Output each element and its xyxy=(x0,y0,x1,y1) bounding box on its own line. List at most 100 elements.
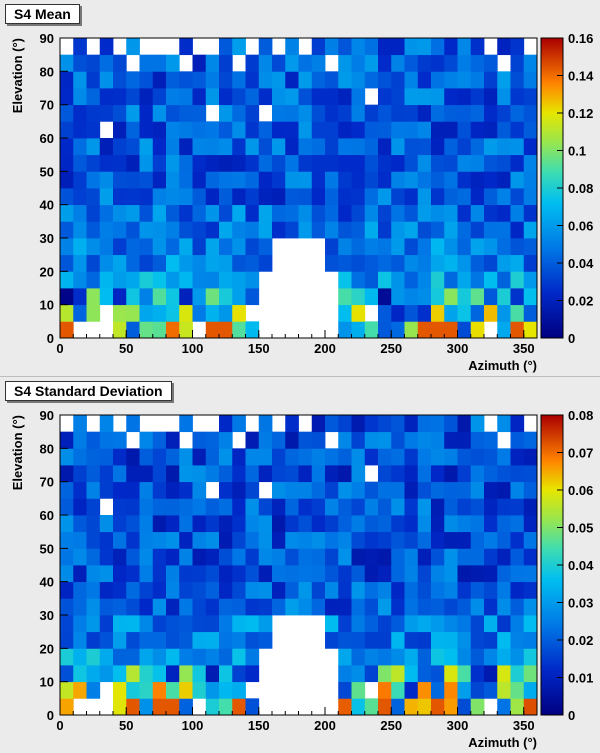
heatmap-cell xyxy=(497,515,511,533)
heatmap-cell xyxy=(510,498,525,516)
heatmap-cell xyxy=(126,631,140,649)
heatmap-cell xyxy=(457,71,472,89)
heatmap-cell xyxy=(378,515,392,533)
heatmap-cell xyxy=(139,448,154,466)
heatmap-cell xyxy=(219,38,233,56)
y-tick-label: 80 xyxy=(40,441,54,456)
heatmap-cell xyxy=(470,615,485,633)
heatmap-cell xyxy=(311,548,326,566)
heatmap-cell xyxy=(179,515,193,533)
heatmap-cell xyxy=(285,415,299,433)
heatmap-cell xyxy=(166,465,180,483)
heatmap-cell xyxy=(404,238,419,256)
heatmap-cell xyxy=(60,548,74,566)
y-tick-label: 60 xyxy=(40,131,54,146)
heatmap-cell xyxy=(113,71,127,89)
heatmap-cell xyxy=(205,121,220,139)
heatmap-cell xyxy=(152,254,167,272)
heatmap-cell xyxy=(152,465,167,483)
heatmap-cell xyxy=(497,581,511,599)
heatmap-cell xyxy=(351,515,366,533)
heatmap-cell xyxy=(484,104,498,122)
heatmap-cell xyxy=(179,631,193,649)
heatmap-cell xyxy=(285,38,299,56)
heatmap-cell xyxy=(245,321,260,339)
heatmap-cell xyxy=(364,665,379,683)
heatmap-cell xyxy=(179,498,193,516)
heatmap-cell xyxy=(139,204,154,222)
heatmap-cell xyxy=(258,204,273,222)
heatmap-cell xyxy=(192,188,207,206)
heatmap-cell xyxy=(404,631,419,649)
heatmap-cell xyxy=(338,288,352,306)
heatmap-cell xyxy=(378,648,392,666)
heatmap-cell xyxy=(404,498,419,516)
heatmap-cell xyxy=(457,415,472,433)
heatmap-cell xyxy=(192,238,207,256)
heatmap-cell xyxy=(404,515,419,533)
heatmap-cell xyxy=(351,221,366,239)
heatmap-cell xyxy=(219,321,233,339)
heatmap-cell xyxy=(179,288,193,306)
heatmap-cell xyxy=(166,304,180,322)
heatmap-cell xyxy=(73,288,87,306)
heatmap-cell xyxy=(325,531,339,549)
heatmap-cell xyxy=(245,154,260,172)
heatmap-cell xyxy=(510,665,525,683)
heatmap-cell xyxy=(510,681,525,699)
heatmap-cell xyxy=(351,465,366,483)
heatmap-cell xyxy=(470,221,485,239)
heatmap-cell xyxy=(510,204,525,222)
heatmap-cell xyxy=(73,71,87,89)
heatmap-cell xyxy=(60,681,74,699)
heatmap-cell xyxy=(139,665,154,683)
x-tick-label: 350 xyxy=(513,341,535,356)
heatmap-cell xyxy=(245,204,260,222)
heatmap-cell xyxy=(510,154,525,172)
heatmap-cell xyxy=(470,254,485,272)
heatmap-cell xyxy=(497,71,511,89)
heatmap-cell xyxy=(325,154,339,172)
heatmap-cell xyxy=(86,204,101,222)
heatmap-cell xyxy=(60,138,74,156)
heatmap-cell xyxy=(391,431,405,449)
heatmap-cell xyxy=(205,498,220,516)
heatmap-cell xyxy=(404,88,419,106)
heatmap-cell xyxy=(60,431,74,449)
y-tick-label: 70 xyxy=(40,98,54,113)
heatmap-cell xyxy=(152,121,167,139)
heatmap-cell xyxy=(417,631,432,649)
heatmap-cell xyxy=(113,631,127,649)
heatmap-cell xyxy=(232,481,246,499)
heatmap-cell xyxy=(60,204,74,222)
heatmap-cell xyxy=(205,631,220,649)
heatmap-cell xyxy=(311,431,326,449)
heatmap-cell xyxy=(484,154,498,172)
heatmap-cell xyxy=(245,498,260,516)
heatmap-cell xyxy=(86,238,101,256)
heatmap-cell xyxy=(510,88,525,106)
heatmap-cell xyxy=(73,254,87,272)
heatmap-cell xyxy=(232,698,246,716)
heatmap-cell xyxy=(258,565,273,583)
heatmap-cell xyxy=(245,254,260,272)
heatmap-cell xyxy=(179,171,193,189)
heatmap-cell xyxy=(258,465,273,483)
heatmap-cell xyxy=(364,38,379,56)
heatmap-cell xyxy=(444,698,458,716)
colorbar-tick-label: 0.08 xyxy=(568,181,593,196)
heatmap-cell xyxy=(510,71,525,89)
heatmap-cell xyxy=(431,631,445,649)
heatmap-cell xyxy=(166,665,180,683)
heatmap-cell xyxy=(523,548,538,566)
heatmap-cell xyxy=(99,515,114,533)
heatmap-cell xyxy=(417,565,432,583)
heatmap-cell xyxy=(457,581,472,599)
heatmap-cell xyxy=(470,448,485,466)
heatmap-cell xyxy=(364,481,379,499)
heatmap-cell xyxy=(523,648,538,666)
heatmap-cell xyxy=(219,648,233,666)
heatmap-cell xyxy=(338,121,352,139)
heatmap-cell xyxy=(179,598,193,616)
heatmap-cell xyxy=(152,71,167,89)
